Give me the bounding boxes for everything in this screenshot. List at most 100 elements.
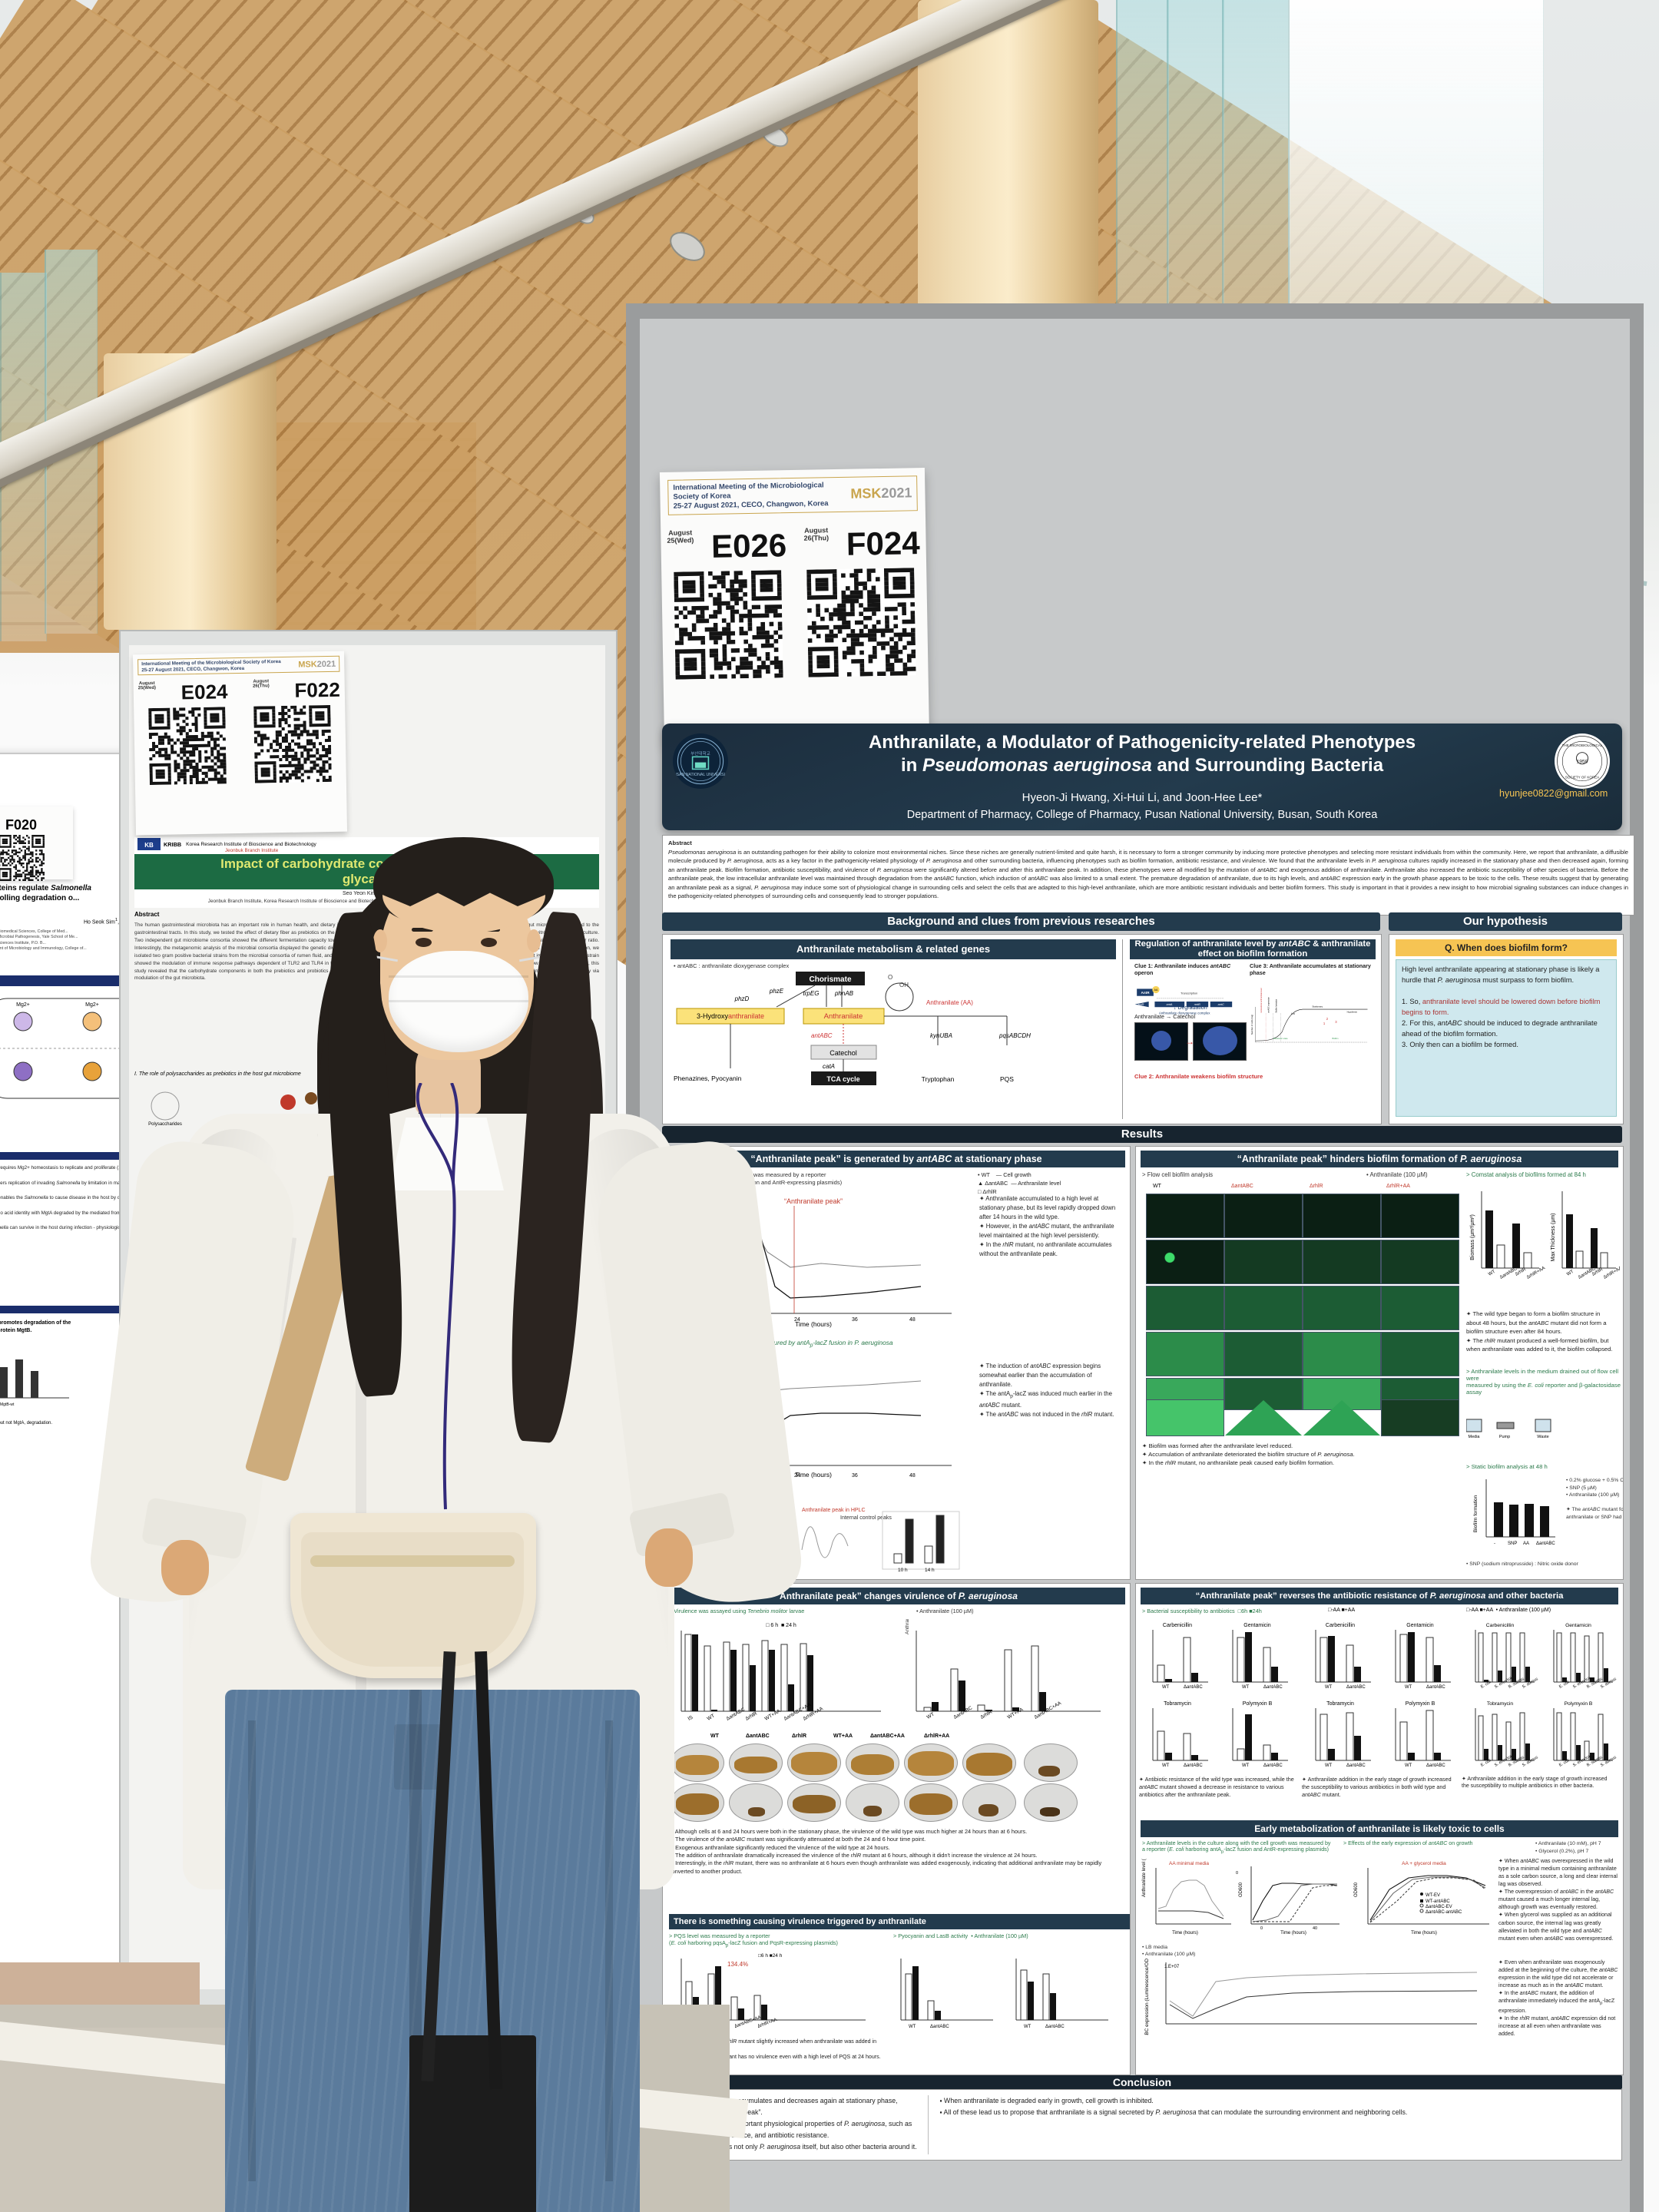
svg-text:Carbenicillin: Carbenicillin	[1486, 1623, 1515, 1628]
svg-text:WT: WT	[1488, 1270, 1496, 1277]
svg-text:Catechol: Catechol	[830, 1049, 857, 1057]
svg-text:36: 36	[852, 1317, 858, 1323]
svg-text:Tobramycin: Tobramycin	[1326, 1701, 1354, 1707]
svg-text:Anthranilate peak in HPLC: Anthranilate peak in HPLC	[802, 1508, 866, 1513]
svg-text:Biomass (µm³/µm²): Biomass (µm³/µm²)	[1470, 1214, 1475, 1260]
svg-text:SOCIETY OF KOREA: SOCIETY OF KOREA	[1565, 776, 1599, 780]
svg-text:ΔantABC: ΔantABC	[1045, 2025, 1065, 2029]
svg-text:Tryptophan: Tryptophan	[922, 1075, 955, 1083]
svg-text:Internal control peaks: Internal control peaks	[840, 1515, 892, 1521]
svg-text:WT-antABC: WT-antABC	[1426, 1899, 1450, 1904]
svg-text:Stationary: Stationary	[1312, 1005, 1323, 1008]
svg-text:MgtB-wt: MgtB-wt	[0, 1402, 15, 1407]
svg-text:Carbenicillin: Carbenicillin	[1163, 1623, 1192, 1628]
svg-text:kynUBA: kynUBA	[930, 1032, 952, 1039]
svg-text:OD600: OD600	[1239, 1882, 1243, 1897]
svg-text:Media: Media	[1469, 1435, 1481, 1439]
svg-text:36: 36	[852, 1473, 858, 1479]
svg-text:0: 0	[1260, 1926, 1263, 1931]
svg-text:Anthranilate level (mM): Anthranilate level (mM)	[1142, 1859, 1147, 1897]
svg-text:ΔantABC: ΔantABC	[1346, 1685, 1366, 1690]
svg-text:ΔantABC: ΔantABC	[1263, 1763, 1283, 1768]
svg-text:PQS: PQS	[1000, 1075, 1014, 1083]
svg-text:KB: KB	[144, 842, 154, 849]
svg-text:Tobramycin: Tobramycin	[1164, 1701, 1191, 1707]
svg-text:antC: antC	[1218, 1002, 1224, 1006]
svg-text:antABC expression: antABC expression	[1268, 996, 1270, 1012]
svg-text:antA: antA	[1167, 1002, 1173, 1006]
svg-text:1: 1	[1323, 1022, 1326, 1025]
svg-text:OD600: OD600	[1354, 1882, 1359, 1897]
svg-text:WT: WT	[1405, 1685, 1412, 1690]
svg-text:ΔantABC-EV: ΔantABC-EV	[1426, 1905, 1452, 1909]
svg-text:ΔantABC: ΔantABC	[1426, 1685, 1445, 1690]
svg-text:ΔantABC: ΔantABC	[1184, 1763, 1203, 1768]
svg-text:antR: antR	[1137, 1002, 1144, 1006]
svg-text:Biofilm formation: Biofilm formation	[1473, 1495, 1479, 1532]
svg-text:WT: WT	[1405, 1763, 1412, 1768]
svg-text:24: 24	[794, 1317, 800, 1323]
svg-text:24: 24	[794, 1473, 800, 1479]
svg-text:O: O	[888, 974, 892, 981]
svg-text:AntR: AntR	[1141, 991, 1150, 995]
svg-text:ΔantABC: ΔantABC	[1263, 1685, 1283, 1690]
svg-text:1.E+07: 1.E+07	[1164, 1965, 1180, 1969]
svg-text:WT: WT	[1024, 2025, 1031, 2029]
svg-text:ΔantABC-antABC: ΔantABC-antABC	[1426, 1910, 1462, 1915]
svg-text:Time (hours): Time (hours)	[1172, 1931, 1198, 1936]
svg-text:pqsABCDH: pqsABCDH	[998, 1032, 1031, 1039]
svg-text:ΔrhlR: ΔrhlR	[745, 1710, 759, 1721]
svg-text:Max Thickness (µm): Max Thickness (µm)	[1551, 1213, 1556, 1261]
svg-text:Log: Log	[1291, 1012, 1295, 1015]
svg-text:WT: WT	[1242, 1763, 1250, 1768]
svg-text:□ 6 h ■ 24 h: □ 6 h ■ 24 h	[766, 1623, 796, 1628]
svg-text:WT: WT	[1325, 1763, 1333, 1768]
svg-text:Time (hours): Time (hours)	[1280, 1931, 1306, 1936]
svg-text:Extracellular anthranilate lev: Extracellular anthranilate level	[1260, 988, 1263, 1013]
svg-text:Chorismate: Chorismate	[809, 975, 851, 984]
svg-text:Polymyxin B: Polymyxin B	[1243, 1701, 1273, 1707]
svg-text:Gentamicin: Gentamicin	[1565, 1623, 1591, 1628]
svg-text:2: 2	[1326, 1017, 1329, 1021]
svg-text:ΔantABC: ΔantABC	[930, 2025, 949, 2029]
svg-text:ΔantABC: ΔantABC	[1184, 1685, 1203, 1690]
svg-text:Carbenicillin: Carbenicillin	[1326, 1623, 1355, 1628]
svg-text:phzD: phzD	[734, 995, 750, 1002]
svg-text:Mg2+: Mg2+	[85, 1002, 99, 1008]
svg-text:TCA cycle: TCA cycle	[826, 1075, 859, 1083]
svg-text:Number of cells (log): Number of cells (log)	[1250, 1015, 1253, 1035]
svg-text:48: 48	[909, 1473, 916, 1479]
svg-text:WT: WT	[1162, 1685, 1170, 1690]
svg-text:Mg2+: Mg2+	[16, 1002, 30, 1008]
svg-text:Anthranilate: Anthranilate	[824, 1012, 863, 1021]
svg-text:antABC expression (Luminescenc: antABC expression (Luminescence/OD600)	[1144, 1959, 1150, 2035]
svg-text:Hypothesis: Hypothesis	[1347, 1011, 1358, 1014]
svg-text:14 h: 14 h	[925, 1568, 935, 1573]
svg-text:SNP: SNP	[1508, 1541, 1517, 1546]
svg-text:Pump: Pump	[1499, 1435, 1510, 1439]
svg-text:0: 0	[1236, 1871, 1238, 1876]
svg-text:40: 40	[1313, 1926, 1317, 1931]
svg-text:Waste: Waste	[1537, 1435, 1548, 1439]
svg-text:3: 3	[1335, 1020, 1337, 1024]
svg-text:AA: AA	[1154, 988, 1158, 992]
svg-text:phnAB: phnAB	[834, 990, 854, 997]
svg-text:WT: WT	[1162, 1763, 1170, 1768]
svg-text:Anthranilate conc. (µM): Anthranilate conc. (µM)	[905, 1619, 910, 1634]
svg-text:Time (hours): Time (hours)	[795, 1471, 832, 1479]
svg-text:phzE: phzE	[769, 988, 784, 995]
svg-text:Polymyxin B: Polymyxin B	[1565, 1701, 1593, 1707]
svg-text:Transcription: Transcription	[1181, 992, 1197, 995]
svg-text:“Anthranilate peak”: “Anthranilate peak”	[784, 1197, 843, 1205]
svg-text:OH: OH	[899, 982, 909, 988]
svg-text:Anthranilate (AA): Anthranilate (AA)	[926, 999, 973, 1006]
svg-text:Tobramycin: Tobramycin	[1487, 1701, 1513, 1707]
svg-text:Gentamicin: Gentamicin	[1243, 1623, 1271, 1628]
svg-text:Time (hours): Time (hours)	[1411, 1931, 1437, 1936]
svg-text:WT-EV: WT-EV	[1426, 1893, 1440, 1898]
svg-text:Gentamicin: Gentamicin	[1406, 1623, 1434, 1628]
svg-text:AA + glycerol media: AA + glycerol media	[1402, 1861, 1446, 1866]
svg-text:Biofilm: Biofilm	[1332, 1037, 1339, 1040]
svg-text:부산대학교: 부산대학교	[690, 750, 710, 757]
svg-text:-: -	[1494, 1541, 1495, 1546]
